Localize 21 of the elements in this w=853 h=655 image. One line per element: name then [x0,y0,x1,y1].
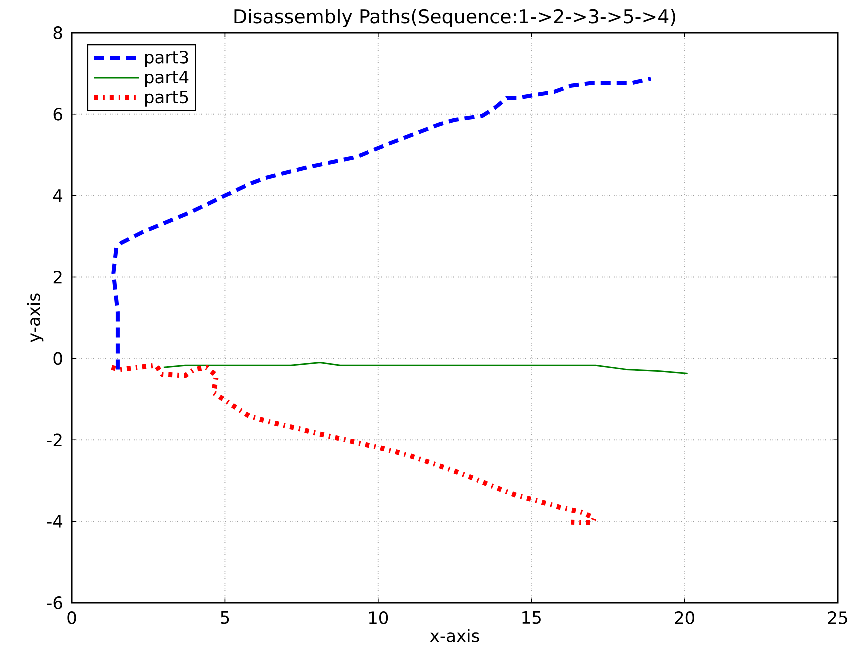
chart-title: Disassembly Paths(Sequence:1->2->3->5->4) [234,9,676,28]
line-series [163,362,689,375]
x-tick-label: 0 [68,612,76,624]
x-tick-label: 25 [828,612,848,624]
y-tick-label: -2 [47,434,62,446]
x-tick-label: 20 [675,612,694,624]
x-tick-label: 10 [369,612,388,624]
y-axis-title: y-axis [27,294,44,342]
y-tick-label: 4 [53,190,63,202]
y-tick-label: -6 [47,596,62,610]
legend-label: part4 [145,71,189,88]
legend-label: part5 [145,90,188,107]
y-tick-label: 0 [54,352,62,366]
x-tick-label: 15 [522,612,541,624]
y-tick-label: 8 [54,26,62,40]
x-tick-label: 5 [221,612,230,624]
legend-label: part3 [145,50,188,68]
y-tick-label: -4 [47,515,63,528]
y-tick-label: 2 [54,270,62,284]
y-tick-label: 6 [54,108,62,121]
x-axis-title: x-axis [430,629,480,642]
